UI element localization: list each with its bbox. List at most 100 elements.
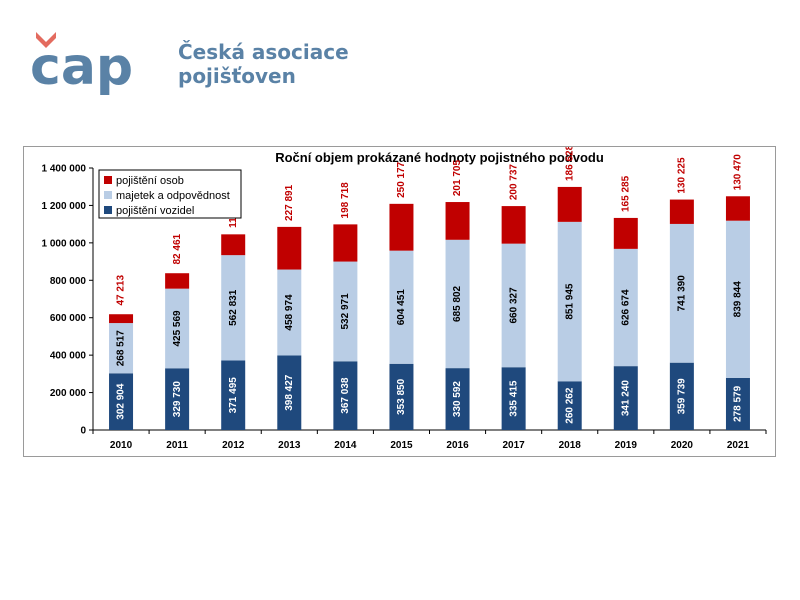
bar-segment-majetek	[109, 323, 134, 374]
data-label: 562 831	[228, 289, 239, 326]
data-label: 353 850	[396, 378, 407, 415]
data-label-osob: 130 225	[677, 157, 688, 194]
data-label: 626 674	[620, 289, 631, 326]
data-label: 851 945	[564, 283, 575, 320]
y-tick-label: 200 000	[50, 388, 87, 399]
y-tick-label: 1 400 000	[42, 164, 87, 175]
bar-segment-vozidel	[389, 363, 414, 430]
legend-box	[98, 169, 242, 219]
cap-logo: cap Česká asociace pojišťoven	[30, 28, 360, 98]
data-label: 371 495	[228, 377, 239, 414]
x-tick-label: 2012	[222, 440, 245, 451]
legend-label: pojištění vozidel	[116, 205, 194, 217]
bar-segment-vozidel	[613, 366, 638, 430]
x-tick-label: 2017	[503, 440, 526, 451]
data-label: 359 739	[677, 378, 688, 415]
logo-line-2: pojišťoven	[178, 64, 296, 88]
x-tick-label: 2015	[390, 440, 413, 451]
bar-segment-vozidel	[669, 362, 694, 430]
bar-segment-vozidel	[221, 360, 246, 430]
data-label: 329 730	[172, 381, 183, 418]
bar-segment-osob	[445, 202, 470, 240]
legend-label: pojištění osob	[116, 175, 184, 187]
bar-segment-vozidel	[501, 367, 526, 430]
x-tick-label: 2018	[559, 440, 582, 451]
bar-segment-majetek	[221, 255, 246, 361]
data-label-osob: 82 461	[172, 233, 183, 264]
logo-line-1: Česká asociace	[178, 40, 349, 64]
data-label: 425 569	[172, 310, 183, 347]
y-tick-label: 600 000	[50, 313, 87, 324]
data-label-osob: 165 285	[620, 175, 631, 212]
data-label: 341 240	[620, 380, 631, 417]
bar-segment-majetek	[725, 220, 750, 378]
data-label: 458 974	[284, 294, 295, 331]
data-label: 685 802	[452, 285, 463, 322]
cap-logo-mark: cap	[30, 32, 133, 97]
chart-frame: Roční objem prokázané hodnoty pojistného…	[23, 146, 776, 457]
y-tick-label: 800 000	[50, 276, 87, 287]
logo-accent-chevron	[36, 32, 56, 48]
data-label-osob: 198 718	[340, 182, 351, 219]
bar-segment-osob	[501, 206, 526, 244]
y-tick-label: 1 000 000	[42, 238, 87, 249]
x-tick-label: 2013	[278, 440, 301, 451]
data-label: 660 327	[508, 287, 519, 324]
data-label: 741 390	[677, 275, 688, 312]
data-label: 398 427	[284, 374, 295, 411]
data-label: 278 579	[733, 385, 744, 422]
bar-segment-osob	[389, 203, 414, 251]
y-tick-label: 400 000	[50, 351, 87, 362]
bar-segment-osob	[333, 224, 358, 262]
data-label-osob: 130 470	[733, 154, 744, 191]
bar-segment-majetek	[613, 248, 638, 367]
stacked-bar-chart: Roční objem prokázané hodnoty pojistného…	[24, 147, 775, 456]
bar-segment-majetek	[389, 250, 414, 364]
legend-label: majetek a odpovědnost	[116, 190, 230, 202]
bar-segment-majetek	[501, 243, 526, 368]
bar-segment-majetek	[445, 239, 470, 369]
data-label: 839 844	[733, 281, 744, 318]
x-tick-label: 2011	[166, 440, 188, 451]
bar-segment-osob	[669, 199, 694, 224]
data-label: 367 038	[340, 377, 351, 414]
bar-segment-majetek	[165, 288, 190, 369]
data-label-osob: 227 891	[284, 184, 295, 221]
bar-segment-vozidel	[725, 377, 750, 430]
x-tick-label: 2014	[334, 440, 357, 451]
legend-swatch	[104, 206, 112, 214]
bar-segment-osob	[165, 273, 190, 289]
data-label-osob: 200 737	[508, 164, 519, 201]
bar-segment-vozidel	[109, 373, 134, 430]
bar-segment-majetek	[277, 269, 302, 356]
y-tick-label: 0	[80, 426, 86, 437]
x-tick-label: 2020	[671, 440, 694, 451]
data-label-osob: 186 628	[564, 147, 575, 181]
chart-title: Roční objem prokázané hodnoty pojistného…	[275, 150, 604, 165]
logo-mark-text: cap	[30, 37, 133, 97]
bar-segment-osob	[613, 217, 638, 249]
bar-segment-majetek	[333, 261, 358, 362]
legend-swatch	[104, 191, 112, 199]
bar-segment-osob	[221, 234, 246, 256]
x-tick-label: 2010	[110, 440, 133, 451]
data-label-osob: 201 705	[452, 160, 463, 197]
bar-segment-vozidel	[277, 355, 302, 430]
bar-segment-vozidel	[333, 361, 358, 430]
data-label: 335 415	[508, 380, 519, 417]
data-label: 330 592	[452, 381, 463, 418]
bar-segment-vozidel	[165, 368, 190, 430]
data-label: 268 517	[116, 330, 127, 367]
bar-segment-majetek	[669, 223, 694, 363]
x-tick-label: 2016	[446, 440, 469, 451]
x-tick-label: 2019	[615, 440, 638, 451]
chart-svg: Roční objem prokázané hodnoty pojistného…	[42, 147, 767, 451]
bar-segment-osob	[557, 186, 582, 222]
bar-segment-osob	[277, 226, 302, 270]
logo-wordmark: Česká asociace pojišťoven	[178, 40, 349, 88]
x-tick-label: 2021	[727, 440, 750, 451]
data-label: 302 904	[116, 383, 127, 420]
data-label: 532 971	[340, 293, 351, 330]
data-label: 604 451	[396, 289, 407, 326]
data-label-osob: 47 213	[116, 274, 127, 305]
